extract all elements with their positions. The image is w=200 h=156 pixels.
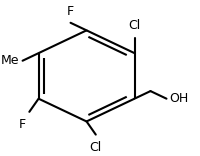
- Text: OH: OH: [168, 92, 188, 105]
- Text: Me: Me: [0, 54, 19, 67]
- Text: Cl: Cl: [89, 141, 101, 154]
- Text: F: F: [18, 118, 26, 131]
- Text: F: F: [67, 5, 74, 18]
- Text: Cl: Cl: [128, 19, 140, 32]
